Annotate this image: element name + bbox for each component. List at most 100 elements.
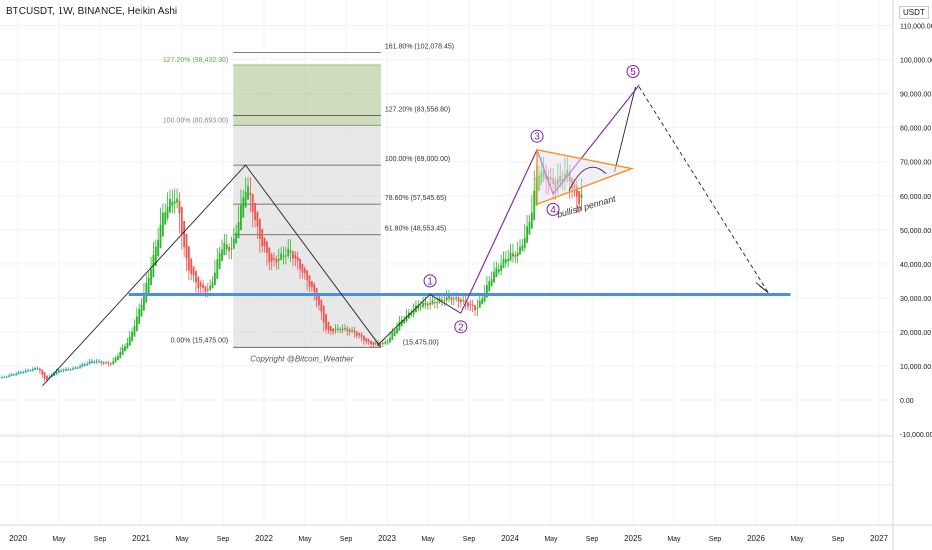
candle-body bbox=[48, 377, 51, 379]
candle-body bbox=[419, 306, 422, 308]
candle-body bbox=[216, 259, 219, 279]
candle-body bbox=[178, 200, 181, 214]
pennant-curve bbox=[568, 166, 607, 191]
candle-body bbox=[230, 248, 233, 250]
candle-body bbox=[303, 268, 306, 274]
candle-body bbox=[112, 361, 115, 364]
currency-badge[interactable]: USDT bbox=[899, 6, 929, 19]
wave-marker-4 bbox=[546, 202, 560, 216]
candle-body bbox=[5, 376, 8, 378]
candle-body bbox=[391, 332, 394, 340]
candle-body bbox=[69, 369, 72, 371]
candle-body bbox=[486, 284, 488, 298]
fib-label: 100.00% (80,693.00) bbox=[163, 117, 228, 124]
candle-body bbox=[213, 272, 216, 286]
candle-body bbox=[209, 285, 212, 290]
wave-marker-2 bbox=[454, 320, 468, 334]
candle-body bbox=[459, 299, 462, 303]
candle-body bbox=[429, 302, 432, 305]
candle-body bbox=[341, 328, 344, 330]
price-tick-label: 90,000.00 bbox=[900, 92, 931, 99]
candle-body bbox=[211, 282, 214, 288]
candle-body bbox=[140, 304, 143, 317]
candle-body bbox=[426, 303, 429, 306]
candle-body bbox=[173, 201, 176, 204]
symbol-title[interactable]: BTCUSDT, 1W, BINANCE, Heikin Ashi bbox=[6, 6, 178, 17]
projected-correction bbox=[638, 86, 769, 294]
candle-body bbox=[88, 361, 91, 365]
candle-body bbox=[313, 284, 316, 292]
time-tick-label: Sep bbox=[832, 536, 845, 543]
candle-body bbox=[133, 326, 136, 337]
candle-body bbox=[578, 191, 581, 204]
fib-lines bbox=[233, 52, 381, 348]
candle-body bbox=[270, 254, 273, 262]
price-tick-label: 30,000.00 bbox=[900, 296, 931, 303]
candle-body bbox=[348, 329, 351, 332]
candle-body bbox=[424, 302, 427, 305]
candle-body bbox=[102, 362, 105, 364]
candle-body bbox=[433, 302, 436, 304]
candle-body bbox=[476, 307, 479, 309]
candle-body bbox=[258, 218, 261, 240]
candle-body bbox=[119, 351, 122, 359]
candle-body bbox=[530, 212, 533, 229]
candle-body bbox=[294, 254, 297, 259]
candle-body bbox=[128, 336, 131, 346]
candle-body bbox=[192, 266, 195, 276]
candle-body bbox=[450, 297, 453, 300]
price-axis[interactable]: 110,000.00 100,000.00 90,000.00 80,000.00 70… bbox=[900, 24, 932, 439]
candle-body bbox=[171, 201, 174, 206]
candle-body bbox=[206, 289, 209, 291]
candle-body bbox=[17, 372, 20, 375]
candle-body bbox=[53, 373, 55, 377]
time-axis[interactable]: 2020 May Sep 2021 May Sep 2022 May Sep 2023 May Sep… bbox=[9, 534, 888, 543]
price-tick-label: 70,000.00 bbox=[900, 160, 931, 167]
fib-label: 100.00% (69,000.00) bbox=[385, 156, 450, 163]
pennant[interactable] bbox=[536, 148, 635, 206]
candle-body bbox=[292, 251, 294, 259]
candle-body bbox=[478, 300, 481, 308]
candle-body bbox=[431, 300, 434, 304]
candle-body bbox=[62, 370, 65, 372]
candle-body bbox=[263, 237, 266, 247]
candle-body bbox=[351, 330, 353, 332]
price-tick-label: 50,000.00 bbox=[900, 228, 931, 235]
candle-body bbox=[381, 343, 384, 345]
candle-body bbox=[100, 361, 103, 363]
candle-body bbox=[372, 342, 375, 345]
candle-body bbox=[218, 253, 221, 270]
candle-body bbox=[76, 367, 79, 369]
candle-body bbox=[507, 258, 510, 262]
candle-body bbox=[242, 197, 245, 218]
candle-body bbox=[232, 238, 235, 249]
time-tick-label: Sep bbox=[586, 536, 599, 543]
candle-body bbox=[379, 343, 382, 345]
time-tick-label: Sep bbox=[94, 536, 107, 543]
candle-body bbox=[34, 367, 37, 370]
candle-body bbox=[197, 276, 200, 289]
candle-body bbox=[504, 259, 507, 264]
candle-body bbox=[474, 305, 476, 311]
candle-body bbox=[114, 358, 117, 363]
wave-labels[interactable]: 1 2 3 4 5 bbox=[423, 65, 640, 334]
candle-body bbox=[169, 199, 171, 213]
time-tick-label: Sep bbox=[709, 536, 722, 543]
candle-body bbox=[55, 371, 58, 375]
candle-body bbox=[320, 299, 323, 312]
candle-body bbox=[176, 198, 178, 203]
candle-body bbox=[268, 247, 271, 263]
time-tick-label: 2022 bbox=[255, 534, 273, 543]
candle-body bbox=[481, 298, 484, 305]
time-tick-label: May bbox=[52, 536, 66, 543]
candle-body bbox=[107, 362, 110, 364]
candle-body bbox=[490, 279, 493, 287]
candle-body bbox=[346, 328, 349, 331]
candle-body bbox=[325, 314, 327, 330]
candle-body bbox=[27, 369, 29, 372]
candle-body bbox=[516, 252, 519, 257]
candle-body bbox=[410, 313, 413, 316]
fib-label: 78.60% (57,545.65) bbox=[385, 195, 447, 202]
candle-body bbox=[31, 369, 34, 371]
